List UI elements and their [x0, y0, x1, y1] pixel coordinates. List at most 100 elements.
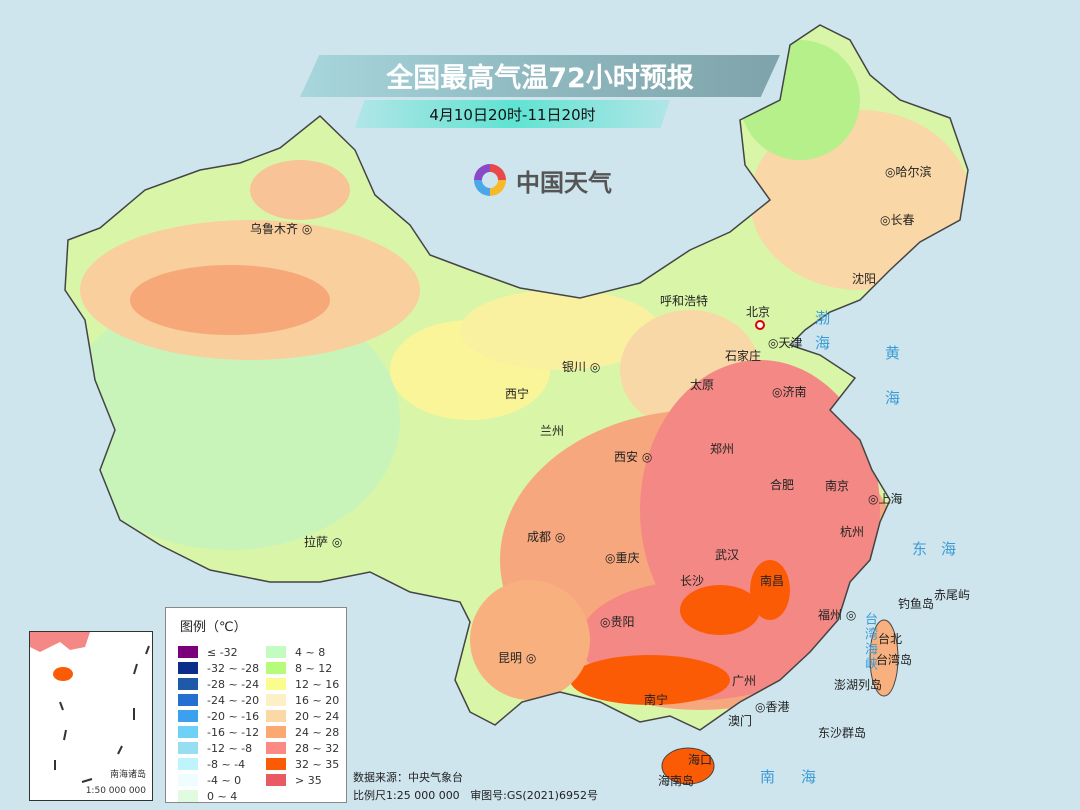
legend-item: -32 ~ -28: [178, 660, 259, 676]
label-penghu: 澎湖列岛: [834, 678, 883, 692]
city-guiyang: ◎贵阳: [600, 615, 635, 629]
legend-item: 16 ~ 20: [266, 692, 339, 708]
city-lhasa: 拉萨 ◎: [304, 535, 343, 549]
legend-item: 12 ~ 16: [266, 676, 339, 692]
city-fuzhou: 福州 ◎: [818, 608, 857, 622]
label-diaoyu: 钓鱼岛: [898, 597, 935, 611]
label-dongsha: 东沙群岛: [818, 726, 867, 740]
legend-title: 图例（℃）: [180, 620, 247, 635]
legend-item: > 35: [266, 772, 322, 788]
city-lanzhou: 兰州: [540, 424, 565, 438]
city-hongkong: ◎香港: [755, 700, 790, 714]
legend-label: -24 ~ -20: [207, 693, 260, 707]
sea-bohai: 渤海: [813, 310, 831, 360]
sea-taiwan-strait: 台湾海峡: [862, 612, 877, 672]
legend-label: ≤ -32: [207, 645, 238, 659]
city-hangzhou: 杭州: [840, 525, 865, 539]
legend-label: 4 ~ 8: [295, 645, 326, 659]
legend-swatch: [178, 694, 198, 706]
label-taiwan: 台湾岛: [876, 653, 913, 667]
legend-swatch: [266, 742, 286, 754]
legend-label: 12 ~ 16: [295, 677, 340, 691]
legend-swatch: [178, 742, 198, 754]
legend-label: -32 ~ -28: [207, 661, 260, 675]
title-band: [300, 55, 780, 97]
legend-swatch: [266, 774, 286, 786]
legend-swatch: [266, 678, 286, 690]
china-weather-swirl-logo-icon: [474, 164, 506, 196]
city-jinan: ◎济南: [772, 385, 807, 399]
city-haikou: 海口: [688, 753, 713, 767]
city-yinchuan: 银川 ◎: [562, 360, 601, 374]
city-changchun: ◎长春: [880, 213, 915, 227]
legend-swatch: [178, 710, 198, 722]
city-chengdu: 成都 ◎: [527, 530, 566, 544]
legend-label: -4 ~ 0: [207, 773, 242, 787]
legend-swatch: [266, 726, 286, 738]
city-xian: 西安 ◎: [614, 450, 653, 464]
city-zhengzhou: 郑州: [710, 442, 735, 456]
legend-label: 8 ~ 12: [295, 661, 333, 675]
legend-label: -16 ~ -12: [207, 725, 260, 739]
approval-number: 审图号:GS(2021)6952号: [470, 789, 598, 802]
logo: 中国天气: [470, 160, 612, 200]
city-macau: 澳门: [728, 714, 753, 728]
city-nanchang: 南昌: [760, 574, 785, 588]
legend-item: -8 ~ -4: [178, 756, 245, 772]
legend-swatch: [178, 790, 198, 802]
legend-swatch: [178, 774, 198, 786]
legend-swatch: [266, 710, 286, 722]
legend-swatch: [266, 758, 286, 770]
capital-marker-icon: [755, 320, 765, 330]
scale-approval: 比例尺1:25 000 000 审图号:GS(2021)6952号: [353, 787, 598, 803]
legend-item: 8 ~ 12: [266, 660, 332, 676]
sea-nanhai: 南海: [760, 768, 843, 786]
legend-item: ≤ -32: [178, 644, 238, 660]
city-shenyang: 沈阳: [852, 272, 877, 286]
inset-scale: 1:50 000 000: [85, 786, 146, 796]
city-hohhot: 呼和浩特: [660, 294, 709, 308]
sea-donghai: 东海: [912, 540, 971, 558]
legend-item: -24 ~ -20: [178, 692, 259, 708]
hainan-island-shape: [661, 747, 715, 785]
city-harbin: ◎哈尔滨: [885, 165, 932, 179]
legend-item: 24 ~ 28: [266, 724, 339, 740]
inset-title: 南海诸岛: [109, 770, 146, 780]
legend-item: 32 ~ 35: [266, 756, 339, 772]
legend-item: -16 ~ -12: [178, 724, 259, 740]
legend-item: -4 ~ 0: [178, 772, 241, 788]
legend-item: 20 ~ 24: [266, 708, 339, 724]
legend-label: 20 ~ 24: [295, 709, 340, 723]
legend-swatch: [178, 726, 198, 738]
scale-text: 比例尺1:25 000 000: [353, 789, 460, 802]
legend-swatch: [178, 678, 198, 690]
legend-label: 24 ~ 28: [295, 725, 340, 739]
legend-label: 16 ~ 20: [295, 693, 340, 707]
map-subtitle: 4月10日20时-11日20时: [429, 106, 596, 124]
city-nanjing: 南京: [825, 479, 850, 493]
legend-label: 0 ~ 4: [207, 789, 238, 803]
legend-swatch: [178, 646, 198, 658]
label-chiwei: 赤尾屿: [934, 588, 971, 602]
city-nanning: 南宁: [644, 693, 669, 707]
subtitle-band: [355, 100, 670, 128]
city-changsha: 长沙: [680, 574, 705, 588]
legend-item: 4 ~ 8: [266, 644, 325, 660]
city-wuhan: 武汉: [715, 548, 740, 562]
inset-map: [30, 632, 150, 783]
legend-item: 0 ~ 4: [178, 788, 237, 804]
legend-label: -20 ~ -16: [207, 709, 260, 723]
legend-swatch: [266, 662, 286, 674]
city-tianjin: ◎天津: [768, 336, 803, 350]
legend-label: 32 ~ 35: [295, 757, 340, 771]
legend-swatch: [178, 758, 198, 770]
legend-item: -28 ~ -24: [178, 676, 259, 692]
legend-swatch: [178, 662, 198, 674]
city-taiyuan: 太原: [690, 378, 715, 392]
city-guangzhou: 广州: [732, 674, 757, 688]
city-xining: 西宁: [505, 387, 530, 401]
legend-label: -8 ~ -4: [207, 757, 246, 771]
legend-item: 28 ~ 32: [266, 740, 339, 756]
logo-text: 中国天气: [516, 168, 612, 197]
